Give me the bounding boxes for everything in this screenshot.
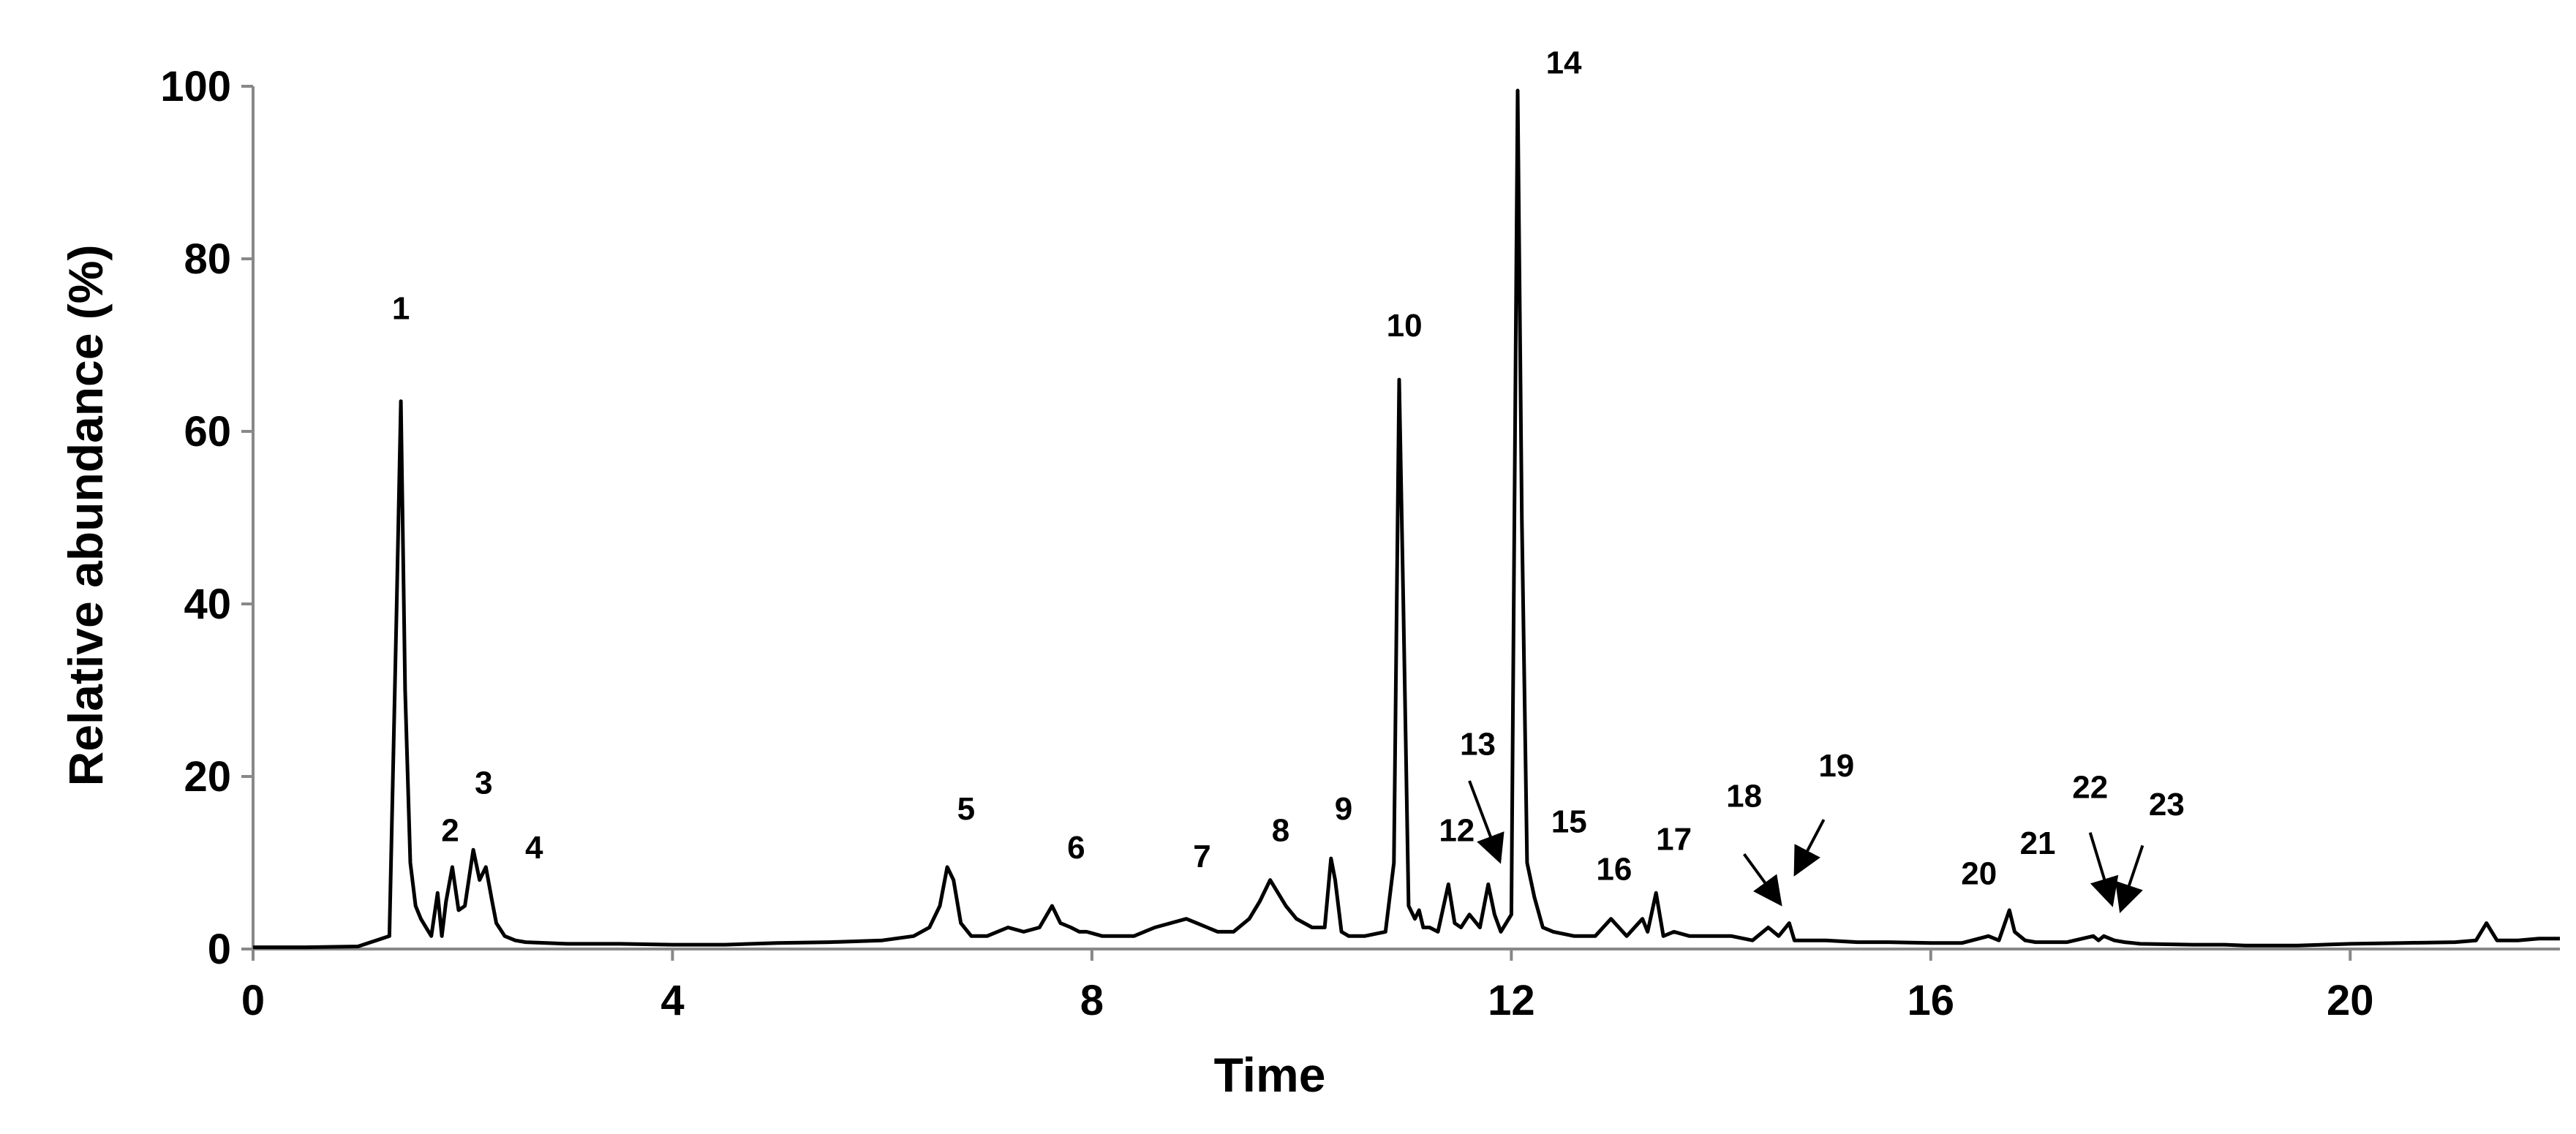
peak-arrow (2115, 844, 2144, 913)
peak-label: 23 (2149, 787, 2185, 823)
y-axis-label: Relative abundance (%) (59, 245, 113, 787)
y-tick-label: 20 (184, 753, 231, 801)
peak-label: 3 (475, 766, 492, 801)
peak-label: 15 (1551, 804, 1587, 840)
x-axis-label: Time (1214, 1048, 1326, 1102)
peak-label: 19 (1818, 748, 1854, 784)
peak-label: 4 (525, 830, 543, 866)
peak-label: 7 (1193, 839, 1210, 874)
peak-label: 12 (1439, 813, 1475, 849)
peak-label: 17 (1656, 821, 1692, 857)
axes (252, 86, 2560, 950)
peak-label: 18 (1726, 778, 1762, 814)
chromatogram-trace (253, 88, 2560, 950)
series-group (253, 88, 2560, 950)
peak-arrow (1468, 780, 1504, 864)
x-tick-label: 16 (1907, 977, 1955, 1024)
y-tick-label: 80 (184, 235, 231, 283)
peak-label: 9 (1335, 791, 1352, 827)
y-tick-label: 60 (184, 408, 231, 456)
x-tick-label: 20 (2327, 977, 2374, 1024)
x-tick-label: 0 (241, 977, 265, 1024)
peak-label: 22 (2072, 770, 2108, 806)
peak-label: 6 (1067, 830, 1085, 866)
y-tick-label: 40 (184, 581, 231, 628)
y-tick-label: 0 (208, 926, 231, 973)
peak-label: 2 (441, 813, 459, 849)
peak-arrow (1793, 819, 1826, 877)
peak-arrow (1743, 853, 1782, 907)
peak-label: 10 (1387, 308, 1423, 344)
y-tick-label: 100 (160, 63, 231, 110)
peak-label: 5 (957, 791, 975, 827)
x-tick-label: 12 (1488, 977, 1535, 1024)
peak-arrow (2088, 832, 2119, 907)
peak-label: 8 (1272, 813, 1289, 849)
x-tick-label: 8 (1080, 977, 1104, 1024)
peak-label: 14 (1546, 45, 1582, 80)
peak-label: 1 (392, 291, 410, 327)
peak-label: 13 (1460, 727, 1496, 763)
peak-label: 16 (1596, 852, 1632, 888)
x-tick-label: 4 (660, 977, 684, 1024)
peak-label: 20 (1961, 856, 1997, 892)
peak-label: 21 (2020, 825, 2056, 861)
